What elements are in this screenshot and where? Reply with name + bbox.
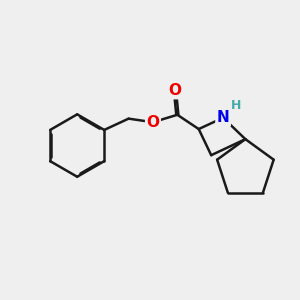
Text: O: O xyxy=(168,83,182,98)
Text: H: H xyxy=(230,99,241,112)
Text: O: O xyxy=(146,115,160,130)
Text: N: N xyxy=(217,110,230,125)
